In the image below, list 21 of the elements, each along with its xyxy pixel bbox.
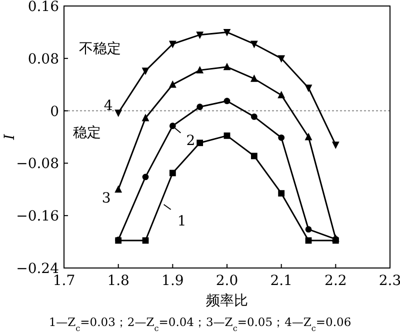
annotation: 2 — [186, 132, 196, 149]
x-tick-label: 1.8 — [107, 273, 130, 289]
x-axis-title: 频率比 — [206, 293, 248, 309]
y-tick-label: −0.16 — [16, 208, 60, 225]
annotation: 3 — [102, 190, 111, 206]
annotation: 不稳定 — [79, 41, 121, 57]
y-tick-label: 0.16 — [28, 0, 60, 15]
y-tick-label: −0.08 — [16, 156, 59, 172]
y-tick-label: 0 — [50, 104, 59, 120]
y-tick-label: 0.08 — [28, 51, 59, 68]
x-tick-label: 2.2 — [324, 273, 347, 289]
annotation: 1 — [177, 214, 186, 230]
annotation: 稳定 — [73, 125, 101, 141]
x-tick-label: 2.0 — [216, 273, 238, 289]
x-tick-label: 2.1 — [270, 273, 292, 289]
text: 1—Z$_{c}$=0.03；2—Z$_{c}$=0.04；3—Z$_{c}$=0.05；4—Z$_{c}$=0.06 — [48, 315, 352, 332]
x-tick-label: 1.9 — [162, 273, 184, 289]
annotation: 4 — [104, 98, 113, 114]
x-tick-label: 2.3 — [378, 273, 400, 289]
y-axis-title: I — [2, 134, 18, 141]
x-tick-label: 1.7 — [52, 273, 76, 289]
